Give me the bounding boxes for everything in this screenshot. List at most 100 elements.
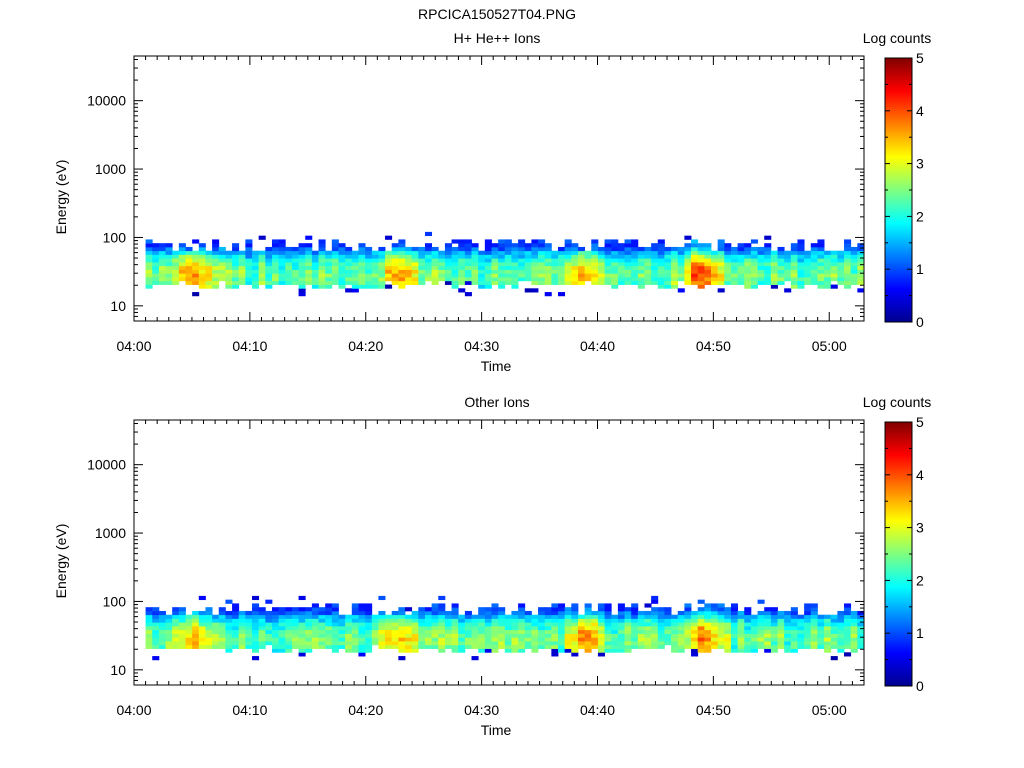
heatmap-cell bbox=[232, 629, 240, 634]
heatmap-cell bbox=[551, 265, 559, 270]
heatmap-cell bbox=[591, 277, 599, 282]
heatmap-cell bbox=[385, 254, 393, 259]
heatmap-cell bbox=[351, 622, 359, 627]
heatmap-cell bbox=[245, 273, 253, 278]
heatmap-cell bbox=[444, 641, 452, 646]
heatmap-cell bbox=[737, 243, 745, 248]
heatmap-cell bbox=[544, 607, 552, 612]
heatmap-cell bbox=[331, 607, 339, 612]
heatmap-cell bbox=[611, 648, 619, 653]
heatmap-cell bbox=[478, 648, 486, 653]
heatmap-cell bbox=[358, 269, 366, 274]
heatmap-cell bbox=[730, 633, 739, 638]
heatmap-cell bbox=[398, 648, 406, 653]
heatmap-cell bbox=[784, 629, 792, 634]
heatmap-cell bbox=[285, 246, 293, 252]
heatmap-cell bbox=[844, 269, 852, 274]
heatmap-cell bbox=[498, 277, 506, 282]
heatmap-cell bbox=[717, 633, 725, 638]
heatmap-cell bbox=[824, 625, 832, 631]
heatmap-cell bbox=[584, 607, 592, 612]
heatmap-cell bbox=[677, 254, 685, 259]
heatmap-cell bbox=[165, 622, 173, 627]
heatmap-cell bbox=[631, 277, 639, 282]
heatmap-cell bbox=[484, 648, 492, 653]
heatmap-cell bbox=[205, 629, 213, 634]
heatmap-cell bbox=[524, 288, 532, 293]
heatmap-cell bbox=[152, 243, 160, 248]
heatmap-cell bbox=[717, 618, 725, 623]
heatmap-cell bbox=[564, 641, 572, 646]
heatmap-cell bbox=[398, 277, 406, 282]
heatmap-cell bbox=[664, 625, 672, 631]
heatmap-cell bbox=[145, 618, 153, 623]
heatmap-cell bbox=[697, 648, 705, 653]
heatmap-cell bbox=[844, 610, 852, 616]
heatmap-cell bbox=[651, 599, 659, 604]
heatmap-cell bbox=[358, 614, 366, 619]
heatmap-cell bbox=[810, 625, 818, 631]
heatmap-cell bbox=[844, 284, 852, 289]
heatmap-cell bbox=[810, 633, 818, 638]
heatmap-cell bbox=[617, 269, 625, 274]
heatmap-cell bbox=[192, 292, 200, 297]
heatmap-cell bbox=[245, 610, 253, 616]
heatmap-cell bbox=[258, 610, 266, 616]
heatmap-cell bbox=[857, 622, 864, 627]
heatmap-cell bbox=[857, 277, 864, 282]
heatmap-cell bbox=[484, 265, 492, 270]
heatmap-cell bbox=[538, 269, 546, 274]
heatmap-cell bbox=[797, 273, 805, 278]
heatmap-cell bbox=[325, 250, 333, 255]
heatmap-cell bbox=[165, 258, 173, 263]
heatmap-cell bbox=[418, 622, 426, 627]
heatmap-cell bbox=[278, 265, 286, 270]
heatmap-cell bbox=[531, 277, 539, 282]
heatmap-cell bbox=[285, 250, 293, 255]
heatmap-cell bbox=[697, 633, 705, 638]
heatmap-cell bbox=[258, 273, 266, 278]
heatmap-cell bbox=[245, 261, 253, 267]
heatmap-cell bbox=[198, 625, 206, 631]
heatmap-cell bbox=[345, 625, 353, 631]
heatmap-cell bbox=[358, 618, 366, 623]
heatmap-cell bbox=[351, 644, 359, 649]
heatmap-cell bbox=[584, 277, 592, 282]
heatmap-cell bbox=[604, 648, 612, 653]
heatmap-cell bbox=[458, 625, 466, 631]
heatmap-cell bbox=[305, 261, 313, 267]
heatmap-cell bbox=[298, 610, 306, 616]
heatmap-cell bbox=[451, 254, 459, 259]
heatmap-cell bbox=[484, 610, 492, 616]
heatmap-cell bbox=[318, 254, 326, 259]
heatmap-cell bbox=[411, 246, 419, 252]
heatmap-cell bbox=[764, 614, 772, 619]
heatmap-cell bbox=[671, 277, 679, 282]
heatmap-cell bbox=[704, 273, 712, 278]
heatmap-cell bbox=[804, 258, 812, 263]
heatmap-cell bbox=[691, 261, 699, 267]
heatmap-cell bbox=[611, 644, 619, 649]
colorbar-gradient bbox=[884, 57, 913, 323]
heatmap-cell bbox=[358, 273, 366, 278]
heatmap-cell bbox=[817, 618, 825, 623]
heatmap-cell bbox=[538, 637, 546, 642]
heatmap-cell bbox=[491, 618, 499, 623]
heatmap-cell bbox=[730, 607, 739, 612]
heatmap-cell bbox=[651, 633, 659, 638]
heatmap-cell bbox=[631, 614, 639, 619]
heatmap-cell bbox=[291, 265, 299, 270]
heatmap-cell bbox=[158, 250, 166, 255]
heatmap-cell bbox=[252, 280, 260, 285]
heatmap-cell bbox=[797, 629, 805, 634]
heatmap-cell bbox=[750, 269, 758, 274]
heatmap-cell bbox=[717, 625, 725, 631]
heatmap-cell bbox=[192, 622, 200, 627]
heatmap-cell bbox=[804, 254, 812, 259]
heatmap-cell bbox=[518, 277, 526, 282]
heatmap-cell bbox=[238, 277, 246, 282]
heatmap-cell bbox=[558, 622, 566, 627]
heatmap-cell bbox=[504, 614, 512, 619]
heatmap-cell bbox=[424, 622, 433, 627]
heatmap-cell bbox=[777, 644, 785, 649]
